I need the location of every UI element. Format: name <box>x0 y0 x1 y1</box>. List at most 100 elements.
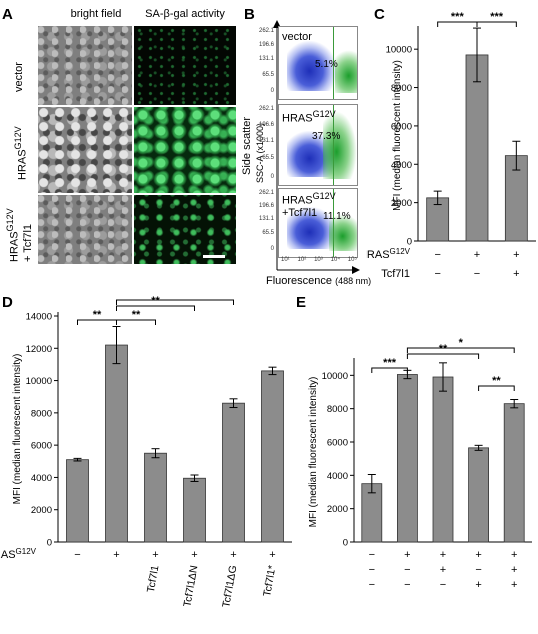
flow-ytick: 262.1 <box>258 28 274 34</box>
micrograph-brightfield-vector <box>38 26 132 105</box>
flow-label-hras-tcf7l1: HRASG12V +Tcf7l1 <box>282 191 336 219</box>
flow-label-vector: vector <box>282 31 312 43</box>
micrograph-brightfield-hras <box>38 107 132 193</box>
condition-mark: + <box>191 549 197 561</box>
condition-mark: + <box>440 564 446 576</box>
bar <box>105 344 128 543</box>
flow-percent-hras-tcf7l1: 11.1% <box>323 211 351 222</box>
flow-ytick: 0 <box>270 174 274 180</box>
micrograph-brightfield-hras-tcf7l1 <box>38 195 132 264</box>
flow-percent-hras: 37.3% <box>312 131 341 142</box>
flow-ytick: 131.1 <box>258 138 274 144</box>
significance-label: *** <box>451 11 465 23</box>
condition-mark: + <box>269 549 275 561</box>
flow-ytick: 65.5 <box>262 72 274 78</box>
flow-ytick: 0 <box>270 88 274 94</box>
condition-mark: − <box>474 268 480 280</box>
y-tick-label: 10000 <box>386 45 412 56</box>
condition-mark: − <box>369 564 375 576</box>
y-tick-label: 4000 <box>391 160 412 171</box>
y-axis-title: MFI (median fluorescent intensity) <box>12 354 23 505</box>
condition-mark: − <box>74 549 80 561</box>
flow-ytick: 0 <box>270 246 274 252</box>
flow-positive-events <box>335 49 357 93</box>
micrograph-sagal-hras <box>134 107 236 193</box>
micrograph-sagal-hras-tcf7l1 <box>134 195 236 264</box>
condition-mark: − <box>369 579 375 591</box>
flow-xtick: 10³ <box>314 257 323 263</box>
panel-label-b: B <box>244 6 255 23</box>
significance-label: ** <box>151 296 160 307</box>
y-tick-label: 8000 <box>327 404 348 415</box>
y-tick-label: 10000 <box>322 371 348 382</box>
flow-xtick: 10⁴ <box>330 257 340 263</box>
significance-bracket <box>478 385 515 391</box>
significance-bracket <box>116 299 234 305</box>
treatment-label: Tcf7l1 <box>145 564 162 593</box>
condition-mark: + <box>404 549 410 561</box>
bar <box>468 447 490 543</box>
condition-mark: + <box>474 249 480 261</box>
bar <box>222 402 245 543</box>
row-label-hras: HRASG12V <box>13 126 29 180</box>
row-label-hras-tcf7l1: HRASG12V + Tcf7l1 <box>5 208 34 262</box>
flow-ytick: 65.5 <box>262 230 274 236</box>
condition-label: HRASG12V <box>0 547 37 561</box>
micrograph-sagal-vector <box>134 26 236 105</box>
flow-cloud <box>287 206 337 249</box>
y-tick-label: 12000 <box>26 344 52 355</box>
condition-mark: − <box>404 564 410 576</box>
y-tick-label: 6000 <box>327 438 348 449</box>
treatment-label: Tcf7l1* <box>261 564 278 597</box>
flow-gate-line <box>333 189 334 257</box>
condition-label: HRASG12V <box>296 547 297 561</box>
significance-bracket <box>476 21 517 27</box>
treatment-label: Tcf7l1ΔN <box>181 564 200 607</box>
y-tick-label: 6000 <box>391 121 412 132</box>
flow-gate-line <box>333 105 334 185</box>
chart-d: 0 2000 4000 6000 8000 10000 12000 14000 MFI (med… <box>0 296 292 608</box>
significance-bracket <box>406 353 480 359</box>
bar <box>432 376 454 543</box>
panel-label-e: E <box>296 294 307 311</box>
y-tick-label: 14000 <box>26 312 52 323</box>
y-tick-label: 2000 <box>391 198 412 209</box>
condition-mark: + <box>513 249 519 261</box>
significance-label: *** <box>383 357 397 369</box>
flow-xtick: 10¹ <box>281 257 290 263</box>
flow-ytick: 196.6 <box>258 203 274 209</box>
bar <box>183 477 206 543</box>
y-tick-label: 2000 <box>31 505 52 516</box>
condition-mark: − <box>434 249 440 261</box>
y-tick-label: 10000 <box>26 376 52 387</box>
flow-ytick: 65.5 <box>262 155 274 161</box>
y-tick-label: 0 <box>47 538 52 549</box>
flow-positive-events <box>323 111 357 179</box>
condition-mark: − <box>404 579 410 591</box>
significance-label: ** <box>93 309 102 321</box>
bar <box>66 459 89 543</box>
condition-mark: + <box>511 564 517 576</box>
condition-mark: + <box>230 549 236 561</box>
flow-ytick: 196.6 <box>258 42 274 48</box>
condition-mark: − <box>475 564 481 576</box>
condition-mark: − <box>434 268 440 280</box>
significance-bracket <box>116 305 195 311</box>
chart-c: 0 2000 4000 6000 8000 10000 MFI (median fluore… <box>366 11 536 280</box>
significance-bracket <box>116 319 156 325</box>
flow-xtick: 10⁵ <box>347 257 357 263</box>
significance-label: ** <box>132 309 141 321</box>
condition-mark: + <box>511 549 517 561</box>
y-axis-title: MFI (median fluorescent intensity) <box>308 377 319 528</box>
flow-cloud <box>287 40 337 91</box>
panel-label-a: A <box>2 6 13 23</box>
y-tick-label: 4000 <box>31 473 52 484</box>
flow-percent-vector: 5.1% <box>315 59 338 70</box>
y-tick-label: 6000 <box>31 441 52 452</box>
flow-ytick: 262.1 <box>258 190 274 196</box>
flow-ytick: 262.1 <box>258 106 274 112</box>
y-tick-label: 4000 <box>327 471 348 482</box>
condition-mark: + <box>511 579 517 591</box>
condition-mark: − <box>440 579 446 591</box>
